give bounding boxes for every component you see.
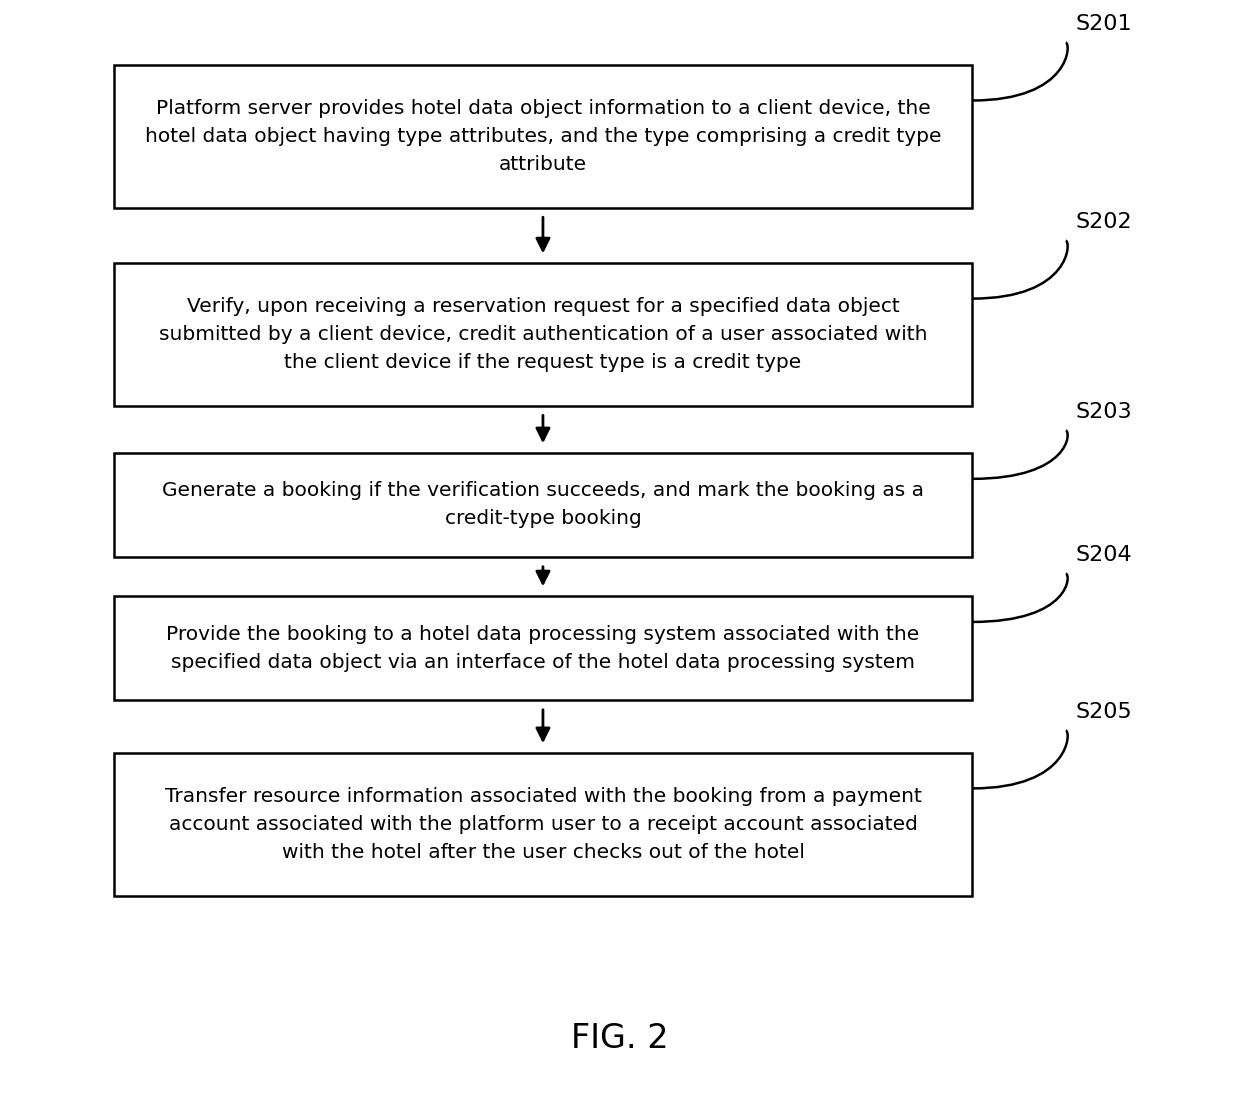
FancyBboxPatch shape: [114, 452, 972, 557]
Text: Generate a booking if the verification succeeds, and mark the booking as a
credi: Generate a booking if the verification s…: [162, 481, 924, 529]
FancyBboxPatch shape: [114, 753, 972, 896]
Text: S203: S203: [1076, 401, 1132, 421]
Text: Transfer resource information associated with the booking from a payment
account: Transfer resource information associated…: [165, 786, 921, 862]
FancyBboxPatch shape: [114, 263, 972, 406]
Text: Verify, upon receiving a reservation request for a specified data object
submitt: Verify, upon receiving a reservation req…: [159, 297, 928, 372]
FancyBboxPatch shape: [114, 596, 972, 701]
Text: S205: S205: [1076, 702, 1132, 722]
Text: S201: S201: [1076, 14, 1132, 34]
Text: FIG. 2: FIG. 2: [572, 1022, 668, 1056]
Text: S204: S204: [1076, 545, 1132, 564]
Text: Platform server provides hotel data object information to a client device, the
h: Platform server provides hotel data obje…: [145, 99, 941, 174]
Text: Provide the booking to a hotel data processing system associated with the
specif: Provide the booking to a hotel data proc…: [166, 624, 920, 672]
Text: S202: S202: [1076, 212, 1132, 232]
FancyBboxPatch shape: [114, 64, 972, 207]
